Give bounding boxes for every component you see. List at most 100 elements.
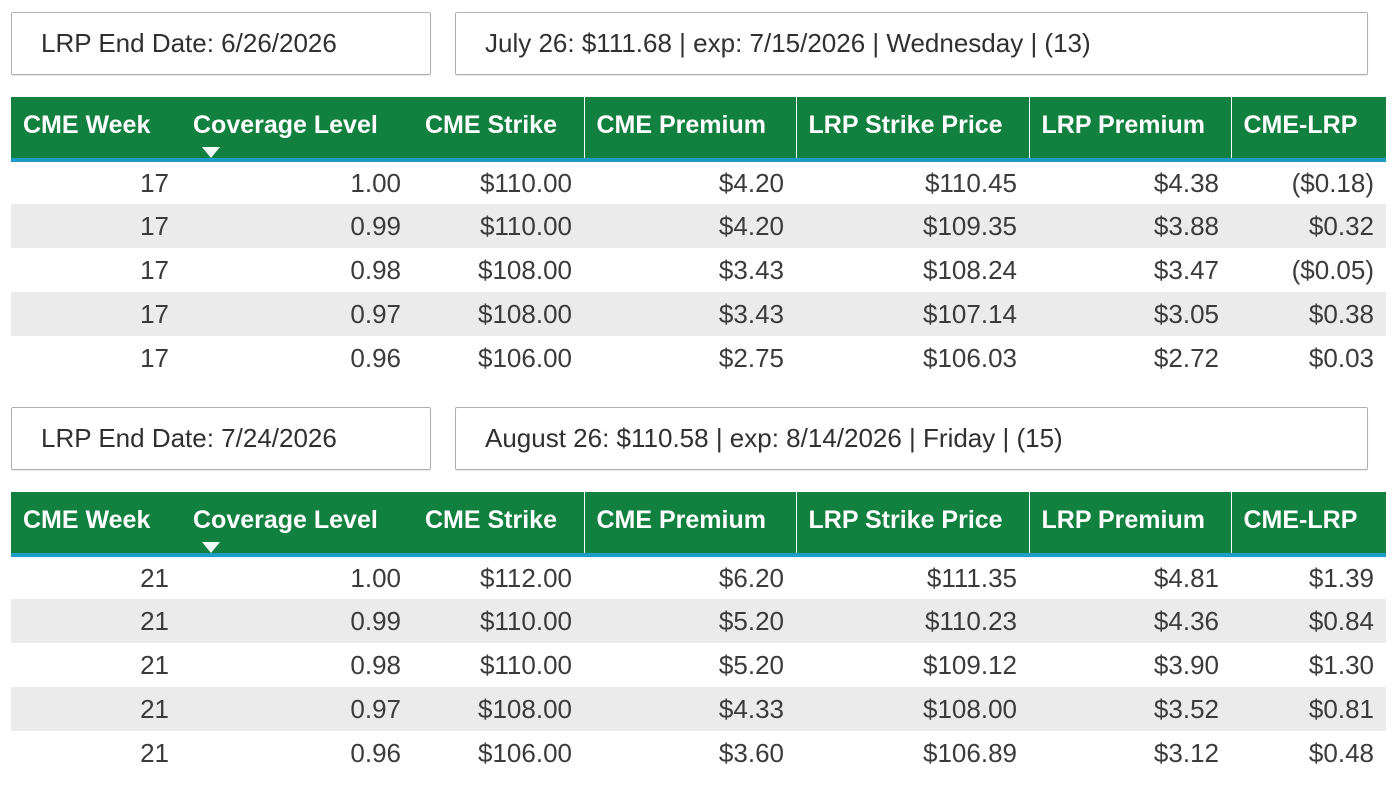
table-cell: $3.88 bbox=[1153, 210, 1219, 241]
table-cell: $110.23 bbox=[924, 605, 1017, 636]
col-header-cme-week[interactable]: CME Week bbox=[11, 97, 181, 162]
table-cell: $110.00 bbox=[479, 210, 572, 241]
table-cell: $4.38 bbox=[1153, 167, 1219, 198]
table-cell: 0.99 bbox=[350, 605, 401, 636]
col-header-cme-lrp[interactable]: CME-LRP bbox=[1230, 97, 1386, 162]
table-cell: $108.24 bbox=[923, 254, 1017, 285]
table-cell: 0.96 bbox=[350, 342, 401, 373]
table-cell: $4.20 bbox=[718, 210, 784, 241]
table-row[interactable]: 17 0.96 $106.00 $2.75 $106.03 $2.72 $0.03 bbox=[11, 336, 1386, 380]
col-header-cme-strike[interactable]: CME Strike bbox=[413, 97, 584, 162]
table-cell: $4.20 bbox=[718, 167, 784, 198]
table-cell: $4.36 bbox=[1153, 605, 1219, 636]
table-row[interactable]: 17 0.99 $110.00 $4.20 $109.35 $3.88 $0.32 bbox=[11, 204, 1386, 248]
table-cell: ($0.05) bbox=[1291, 254, 1374, 285]
table-cell: $109.12 bbox=[923, 649, 1017, 680]
table-row[interactable]: 21 0.97 $108.00 $4.33 $108.00 $3.52 $0.81 bbox=[11, 687, 1386, 731]
lrp-end-date-card-1: LRP End Date: 6/26/2026 bbox=[11, 12, 431, 75]
table-cell: $3.43 bbox=[718, 254, 784, 285]
table-cell: 21 bbox=[140, 562, 169, 593]
table-cell: $3.90 bbox=[1153, 649, 1219, 680]
table-cell: $4.81 bbox=[1153, 562, 1219, 593]
table-cell: 0.97 bbox=[350, 298, 401, 329]
table-row[interactable]: 21 0.99 $110.00 $5.20 $110.23 $4.36 $0.84 bbox=[11, 599, 1386, 643]
col-header-cme-week[interactable]: CME Week bbox=[11, 492, 181, 557]
contract-summary-card-2: August 26: $110.58 | exp: 8/14/2026 | Fr… bbox=[455, 407, 1368, 470]
table-cell: $108.00 bbox=[478, 254, 572, 285]
table-cell: 17 bbox=[140, 254, 169, 285]
table-cell: $6.20 bbox=[718, 562, 784, 593]
table-cell: 0.99 bbox=[350, 210, 401, 241]
sort-descending-icon bbox=[202, 542, 220, 551]
col-header-lrp-premium[interactable]: LRP Premium bbox=[1028, 97, 1231, 162]
table-cell: 17 bbox=[140, 298, 169, 329]
table-cell: 17 bbox=[140, 210, 169, 241]
table-cell: $106.89 bbox=[923, 737, 1017, 768]
table2-header-row: CME Week Coverage Level CME Strike CME P… bbox=[11, 492, 1386, 557]
table-cell: $5.20 bbox=[718, 605, 784, 636]
table-cell: $108.00 bbox=[478, 298, 572, 329]
table-cell: $106.00 bbox=[478, 737, 572, 768]
section1-info-row: LRP End Date: 6/26/2026 July 26: $111.68… bbox=[11, 12, 1400, 75]
table-cell: $1.30 bbox=[1308, 649, 1374, 680]
lrp-end-date-text-2: LRP End Date: 7/24/2026 bbox=[41, 423, 337, 453]
table-cell: $5.20 bbox=[718, 649, 784, 680]
table-cell: 21 bbox=[140, 693, 169, 724]
sort-descending-icon bbox=[202, 147, 220, 156]
table-cell: $0.81 bbox=[1308, 693, 1374, 724]
table-cell: $112.00 bbox=[479, 562, 572, 593]
table-cell: $3.05 bbox=[1153, 298, 1219, 329]
table-cell: $110.45 bbox=[924, 167, 1017, 198]
table-cell: $3.12 bbox=[1153, 737, 1219, 768]
col-header-lrp-premium[interactable]: LRP Premium bbox=[1028, 492, 1231, 557]
table-row[interactable]: 17 0.98 $108.00 $3.43 $108.24 $3.47 ($0.05) bbox=[11, 248, 1386, 292]
table-row[interactable]: 21 0.96 $106.00 $3.60 $106.89 $3.12 $0.48 bbox=[11, 731, 1386, 775]
table-cell: $109.35 bbox=[923, 210, 1017, 241]
table-cell: $2.72 bbox=[1153, 342, 1219, 373]
table-cell: $3.43 bbox=[718, 298, 784, 329]
table-cell: 0.98 bbox=[350, 649, 401, 680]
table-cell: ($0.18) bbox=[1291, 167, 1374, 198]
col-header-coverage-level[interactable]: Coverage Level bbox=[181, 97, 413, 162]
contract-summary-card-1: July 26: $111.68 | exp: 7/15/2026 | Wedn… bbox=[455, 12, 1368, 75]
table-cell: 0.96 bbox=[350, 737, 401, 768]
contract-summary-text-1: July 26: $111.68 | exp: 7/15/2026 | Wedn… bbox=[485, 28, 1091, 58]
col-header-cme-lrp[interactable]: CME-LRP bbox=[1230, 492, 1386, 557]
lrp-end-date-card-2: LRP End Date: 7/24/2026 bbox=[11, 407, 431, 470]
table-cell: $3.47 bbox=[1153, 254, 1219, 285]
table-cell: $110.00 bbox=[479, 605, 572, 636]
col-header-lrp-strike-price[interactable]: LRP Strike Price bbox=[795, 97, 1029, 162]
table-cell: $107.14 bbox=[923, 298, 1017, 329]
table-row[interactable]: 21 0.98 $110.00 $5.20 $109.12 $3.90 $1.30 bbox=[11, 643, 1386, 687]
table-cell: $0.48 bbox=[1308, 737, 1374, 768]
table-cell: $3.52 bbox=[1153, 693, 1219, 724]
lrp-quote-table-2: CME Week Coverage Level CME Strike CME P… bbox=[11, 492, 1386, 775]
col-header-cme-strike[interactable]: CME Strike bbox=[413, 492, 584, 557]
table-cell: $0.32 bbox=[1308, 210, 1374, 241]
table-cell: 17 bbox=[140, 167, 169, 198]
table-row[interactable]: 21 1.00 $112.00 $6.20 $111.35 $4.81 $1.39 bbox=[11, 555, 1386, 599]
table-cell: $106.00 bbox=[478, 342, 572, 373]
table-cell: $108.00 bbox=[478, 693, 572, 724]
table-row[interactable]: 17 0.97 $108.00 $3.43 $107.14 $3.05 $0.38 bbox=[11, 292, 1386, 336]
table-cell: 1.00 bbox=[350, 167, 401, 198]
table-cell: $108.00 bbox=[923, 693, 1017, 724]
table-row[interactable]: 17 1.00 $110.00 $4.20 $110.45 $4.38 ($0.18) bbox=[11, 160, 1386, 204]
table-cell: 17 bbox=[140, 342, 169, 373]
table1-header-row: CME Week Coverage Level CME Strike CME P… bbox=[11, 97, 1386, 162]
table-cell: $4.33 bbox=[718, 693, 784, 724]
lrp-quote-table-1: CME Week Coverage Level CME Strike CME P… bbox=[11, 97, 1386, 380]
col-header-coverage-level[interactable]: Coverage Level bbox=[181, 492, 413, 557]
table-cell: $110.00 bbox=[479, 167, 572, 198]
table-cell: $1.39 bbox=[1308, 562, 1374, 593]
table-cell: $0.03 bbox=[1308, 342, 1374, 373]
col-header-lrp-strike-price[interactable]: LRP Strike Price bbox=[795, 492, 1029, 557]
table-cell: 21 bbox=[140, 605, 169, 636]
col-header-cme-premium[interactable]: CME Premium bbox=[583, 97, 796, 162]
lrp-end-date-text-1: LRP End Date: 6/26/2026 bbox=[41, 28, 337, 58]
table-cell: 21 bbox=[140, 649, 169, 680]
table-cell: $0.38 bbox=[1308, 298, 1374, 329]
col-header-cme-premium[interactable]: CME Premium bbox=[583, 492, 796, 557]
table-cell: $3.60 bbox=[718, 737, 784, 768]
table-cell: $111.35 bbox=[926, 562, 1017, 593]
